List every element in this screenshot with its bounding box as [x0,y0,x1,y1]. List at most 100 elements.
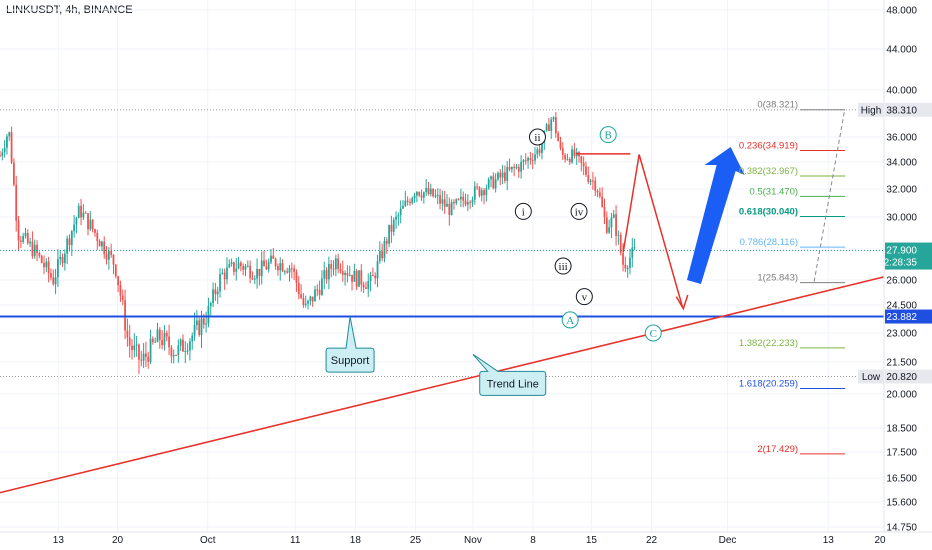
candle-body [538,149,541,153]
candle-body [124,300,126,331]
candle-body [615,214,617,236]
candle-body [293,268,296,273]
candle-body [156,329,159,342]
candle-body [142,353,145,361]
price-tick-label: 36.000 [886,133,917,144]
time-tick-label: Oct [200,535,216,546]
candle-body [360,270,363,285]
candle-body [612,214,615,218]
candle-body [325,270,328,280]
fib-label: 1.618(20.259) [739,378,798,389]
candle-body [453,201,455,204]
fib-label: 0.786(28.116) [740,237,798,248]
candle-body [469,202,472,204]
candle-body [198,320,201,335]
candle-body [383,240,386,259]
price-tick-label: 14.750 [886,523,917,534]
candle-body [471,199,474,203]
candle-body [17,220,20,241]
current-price-value: 27.900 [886,246,917,257]
candle-body [487,179,490,189]
candle-body [31,241,34,257]
candle-body [3,147,6,153]
low-tag [858,369,884,384]
candle-body [587,174,590,182]
candle-body [457,199,460,201]
candle-body [290,268,293,270]
candle-body [365,287,367,289]
callout-label: Trend Line [487,378,539,390]
wave-label: iv [575,206,584,218]
time-tick-label: 25 [410,535,422,546]
candle-body [15,184,18,221]
candle-body [485,188,488,196]
candle-body [517,166,520,172]
candle-body [358,270,360,287]
wave-label: ii [534,132,540,144]
candle-body [619,234,622,253]
candle-body [145,353,147,357]
candle-body [536,149,539,155]
fib-label: 0.5(31.470) [749,186,798,197]
candle-body [98,241,101,247]
candle-body [158,329,161,340]
candle-body [374,275,377,279]
candle-body [314,289,316,302]
candle-body [402,205,404,209]
candle-body [631,247,634,258]
candle-body [418,192,421,196]
support-price-tag [885,309,932,324]
candle-body [598,192,601,197]
candle-body [70,231,73,246]
candle-body [191,335,194,342]
wave-label: A [566,315,574,327]
candle-body [0,155,1,157]
callout-label: Support [331,355,370,367]
candle-body [45,261,48,268]
candle-body [214,289,217,295]
trend-line [0,276,885,494]
candle-body [297,282,300,295]
candle-body [283,271,286,273]
candle-body [251,278,254,280]
candle-body [411,198,414,204]
candle-body [557,133,560,142]
candle-body [189,341,191,351]
price-tick-label: 24.500 [886,301,917,312]
candle-body [327,264,330,280]
price-tick-label: 18.500 [886,424,917,435]
candle-body [531,159,534,161]
grid-layer [0,0,885,532]
candle-body [223,272,226,280]
candle-body [200,318,203,335]
candle-body [392,219,395,232]
candle-body [348,274,351,276]
candle-body [554,117,557,134]
candle-body [307,300,309,304]
candle-body [267,262,270,270]
candle-body [184,350,187,352]
low-value: 20.820 [886,372,917,383]
candle-body [149,338,152,362]
price-tick-label: 32.000 [886,185,917,196]
high-tag [858,102,884,117]
candle-body [450,201,453,216]
candle-body [323,270,326,279]
candle-body [504,172,506,181]
price-tick-label: 16.500 [886,474,917,485]
candle-body [73,224,76,232]
candle-body [508,167,511,170]
candle-body [288,268,291,273]
price-tick-label: 48.000 [886,6,917,17]
candle-body [515,166,518,169]
time-tick-label: Dec [719,535,737,546]
candle-body [279,263,282,271]
fib-label: 2(17.429) [757,444,798,455]
candle-body [66,238,69,254]
candle-body [455,199,458,204]
candle-body [128,337,131,346]
candle-body [10,132,13,163]
candle-body [239,262,242,267]
candle-body [480,190,483,196]
